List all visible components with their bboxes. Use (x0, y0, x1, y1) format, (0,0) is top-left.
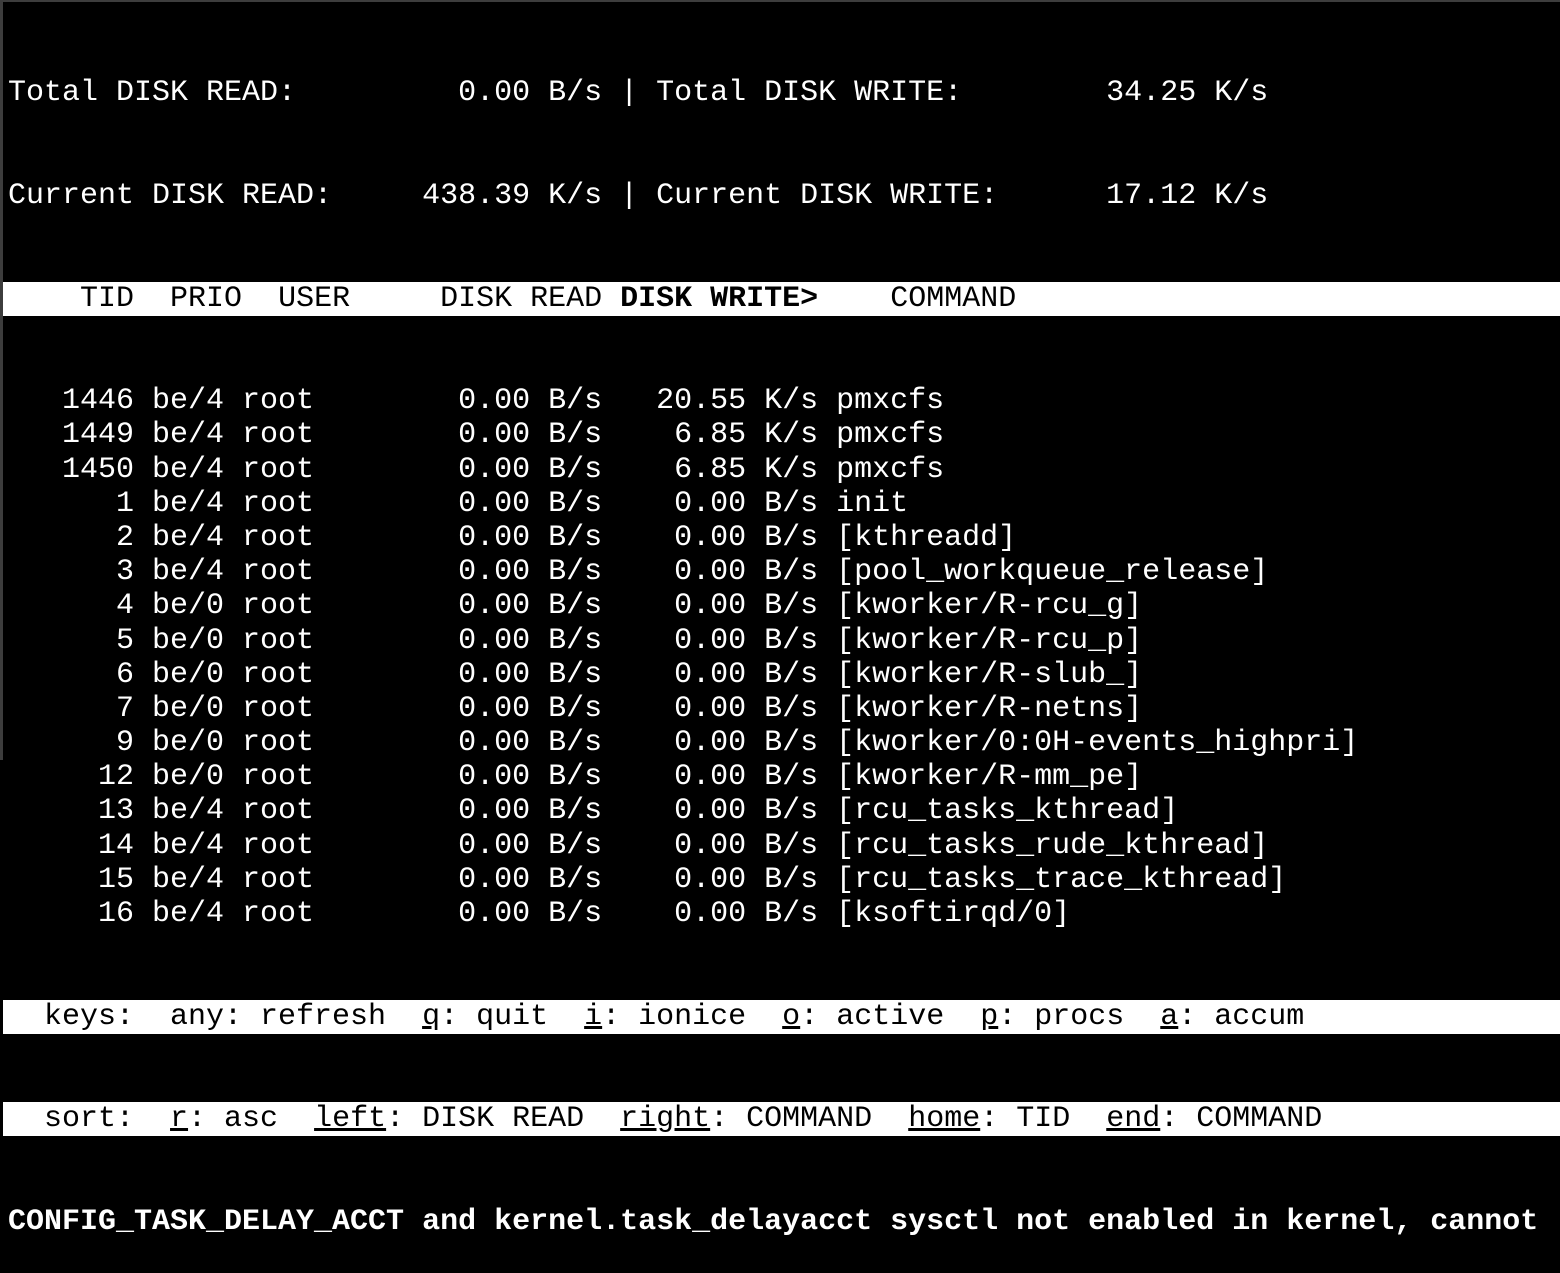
kernel-warning-line: CONFIG_TASK_DELAY_ACCT and kernel.task_d… (8, 1204, 1539, 1239)
process-row: 16 be/4 root 0.00 B/s 0.00 B/s [ksoftirq… (8, 897, 1071, 931)
hotkey-i: i (584, 999, 603, 1034)
column-header-disk-read: DISK READ (440, 281, 603, 316)
process-row: 1449 be/4 root 0.00 B/s 6.85 K/s pmxcfs (8, 418, 945, 453)
process-row: 1 be/4 root 0.00 B/s 0.00 B/s init (8, 486, 909, 521)
process-row: 3 be/4 root 0.00 B/s 0.00 B/s [pool_work… (8, 555, 1269, 590)
process-row: 2 be/4 root 0.00 B/s 0.00 B/s [kthreadd] (8, 520, 1017, 555)
process-row: 7 be/0 root 0.00 B/s 0.00 B/s [kworker/R… (8, 691, 1143, 726)
summary-line-total: Total DISK READ: 0.00 B/s | Total DISK W… (8, 76, 1269, 111)
process-row: 9 be/0 root 0.00 B/s 0.00 B/s [kworker/0… (8, 726, 1359, 761)
process-row: 15 be/4 root 0.00 B/s 0.00 B/s [rcu_task… (8, 862, 1287, 897)
process-row: 1450 be/4 root 0.00 B/s 6.85 K/s pmxcfs (8, 452, 945, 487)
hotkey-right: right (620, 1102, 711, 1137)
process-row: 6 be/0 root 0.00 B/s 0.00 B/s [kworker/R… (8, 657, 1143, 692)
process-row: 5 be/0 root 0.00 B/s 0.00 B/s [kworker/R… (8, 623, 1143, 658)
hotkey-end: end (1106, 1102, 1161, 1137)
hotkey-r: r (170, 1102, 189, 1137)
process-row: 1446 be/4 root 0.00 B/s 20.55 K/s pmxcfs (8, 384, 945, 419)
column-header-disk-write-: DISK WRITE> (620, 281, 819, 316)
summary-line-current: Current DISK READ: 438.39 K/s | Current … (8, 179, 1269, 213)
process-row: 13 be/4 root 0.00 B/s 0.00 B/s [rcu_task… (8, 794, 1179, 829)
keys-help-line: keys: any: refresh q: quit i: ionice o: … (3, 999, 1560, 1034)
column-header-command: COMMAND (890, 281, 1017, 316)
column-header-tid: TID (80, 281, 135, 316)
process-row: 12 be/0 root 0.00 B/s 0.00 B/s [kworker/… (8, 760, 1143, 795)
hotkey-left: left (314, 1102, 387, 1137)
column-header-bar: TID PRIO USER DISK READ DISK WRITE> COMM… (3, 281, 1560, 316)
column-header-prio: PRIO (170, 281, 243, 316)
column-header-user: USER (278, 281, 351, 316)
process-row: 4 be/0 root 0.00 B/s 0.00 B/s [kworker/R… (8, 589, 1143, 624)
process-list: 1446 be/4 root 0.00 B/s 20.55 K/s pmxcfs… (8, 384, 1560, 931)
hotkey-a: a (1160, 999, 1179, 1034)
process-row: 14 be/4 root 0.00 B/s 0.00 B/s [rcu_task… (8, 828, 1269, 863)
hotkey-home: home (908, 1102, 981, 1137)
iotop-terminal[interactable]: Total DISK READ: 0.00 B/s | Total DISK W… (0, 0, 1560, 1239)
hotkey-q: q (422, 999, 441, 1034)
hotkey-p: p (980, 999, 999, 1034)
sort-help-line: sort: r: asc left: DISK READ right: COMM… (3, 1102, 1560, 1137)
hotkey-o: o (782, 999, 801, 1034)
